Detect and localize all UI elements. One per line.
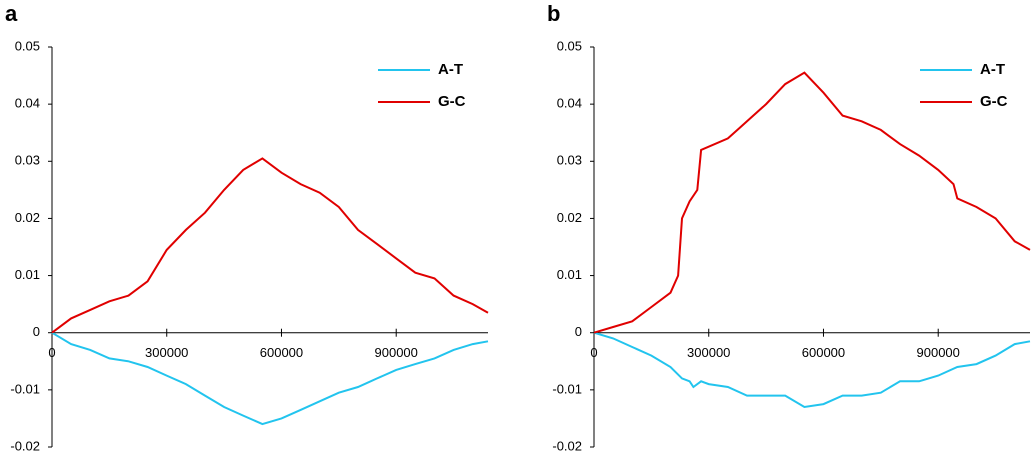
y-tick-label: -0.02 <box>552 438 582 453</box>
y-tick-label: 0.02 <box>15 210 40 225</box>
legend-label: A-T <box>980 61 1005 78</box>
x-tick-label: 300000 <box>687 345 730 360</box>
x-tick-label: 300000 <box>145 345 188 360</box>
x-tick-label: 600000 <box>802 345 845 360</box>
x-tick-label: 900000 <box>375 345 418 360</box>
y-tick-label: 0.03 <box>557 153 582 168</box>
y-tick-label: 0 <box>575 324 582 339</box>
y-tick-label: 0.05 <box>15 38 40 53</box>
y-tick-label: 0.04 <box>15 96 40 111</box>
y-tick-label: -0.01 <box>552 381 582 396</box>
y-tick-label: 0.05 <box>557 38 582 53</box>
x-tick-label: 0 <box>48 345 55 360</box>
y-tick-label: 0.03 <box>15 153 40 168</box>
y-tick-label: 0.01 <box>15 267 40 282</box>
legend-label: G-C <box>980 93 1008 110</box>
panel-title: b <box>547 1 560 26</box>
y-tick-label: -0.01 <box>10 381 40 396</box>
x-tick-label: 600000 <box>260 345 303 360</box>
data-line <box>51 157 489 334</box>
y-tick-label: -0.02 <box>10 438 40 453</box>
y-tick-label: 0.04 <box>557 96 582 111</box>
data-line <box>593 331 1031 409</box>
y-tick-label: 0 <box>33 324 40 339</box>
y-tick-label: 0.02 <box>557 210 582 225</box>
data-line <box>51 331 489 426</box>
legend-label: G-C <box>438 93 466 110</box>
y-tick-label: 0.01 <box>557 267 582 282</box>
legend-label: A-T <box>438 61 463 78</box>
x-tick-label: 900000 <box>917 345 960 360</box>
data-line <box>593 71 1031 334</box>
panel-title: a <box>5 1 18 26</box>
x-tick-label: 0 <box>590 345 597 360</box>
